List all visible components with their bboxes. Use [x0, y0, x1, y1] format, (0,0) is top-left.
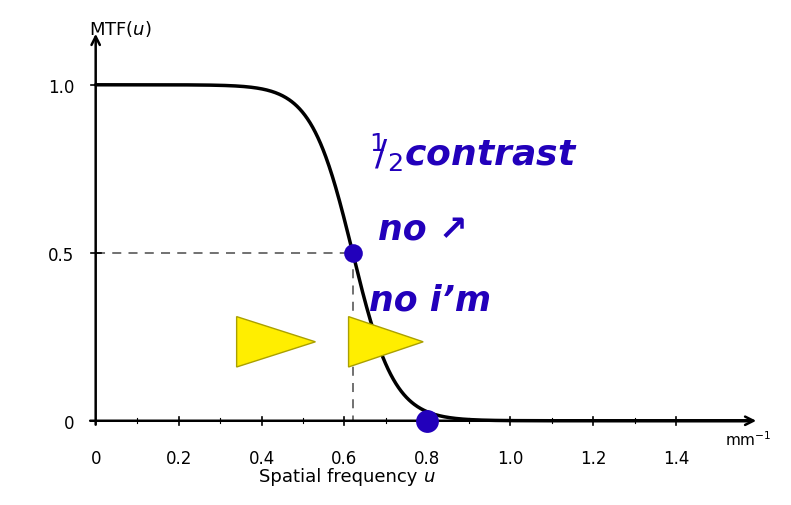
Text: MTF($u$): MTF($u$) — [89, 19, 152, 39]
Text: $u$: $u$ — [423, 468, 436, 485]
Point — [421, 417, 433, 425]
Polygon shape — [237, 317, 316, 367]
Text: Spatial frequency: Spatial frequency — [259, 468, 423, 485]
Text: no i’m: no i’m — [369, 283, 491, 317]
Text: mm$^{-1}$: mm$^{-1}$ — [725, 429, 772, 448]
Polygon shape — [349, 317, 423, 367]
Text: no ↗: no ↗ — [377, 213, 467, 247]
Text: $^1\!\!/_2$contrast: $^1\!\!/_2$contrast — [369, 132, 578, 174]
Point — [346, 249, 359, 258]
